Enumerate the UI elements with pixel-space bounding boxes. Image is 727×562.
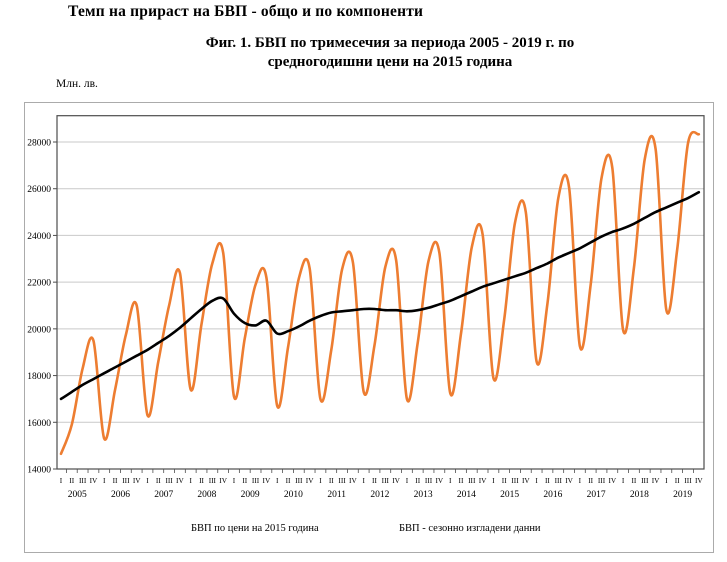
year-label: 2015 [500, 490, 519, 500]
quarter-label: I [146, 476, 149, 485]
quarter-label: III [252, 476, 260, 485]
quarter-label: I [60, 476, 63, 485]
year-label: 2008 [197, 490, 216, 500]
y-axis-label: 14000 [27, 466, 51, 476]
year-label: 2017 [587, 490, 606, 500]
gdp-line-chart: 14000 16000 18000 20000 22000 24000 26000 28000… [27, 115, 705, 500]
quarter-label: II [372, 476, 377, 485]
quarter-label: IV [435, 476, 443, 485]
quarter-label: I [362, 476, 365, 485]
quarter-label: IV [306, 476, 314, 485]
quarter-label: III [641, 476, 649, 485]
quarter-label: II [588, 476, 593, 485]
quarter-label: I [190, 476, 193, 485]
quarter-label: I [535, 476, 538, 485]
quarter-label: III [209, 476, 217, 485]
quarter-label: I [406, 476, 409, 485]
quarter-label: II [69, 476, 74, 485]
plot-border [56, 115, 705, 470]
year-label: 2011 [327, 490, 346, 500]
quarter-label: III [425, 476, 433, 485]
quarter-label: I [319, 476, 322, 485]
year-label: 2007 [154, 490, 173, 500]
quarter-label: I [622, 476, 625, 485]
year-label: 2012 [370, 490, 389, 500]
y-axis-label: 26000 [27, 185, 51, 195]
quarter-label: II [675, 476, 680, 485]
year-label: 2014 [457, 490, 476, 500]
quarter-label: III [382, 476, 390, 485]
quarter-label: IV [652, 476, 660, 485]
y-axis-label: 18000 [27, 372, 51, 382]
quarter-label: I [665, 476, 668, 485]
quarter-label: I [579, 476, 582, 485]
quarter-label: III [165, 476, 173, 485]
y-axis-label: 20000 [27, 325, 51, 335]
quarter-label: II [286, 476, 291, 485]
quarter-label: IV [522, 476, 530, 485]
quarter-label: III [79, 476, 87, 485]
quarter-label: IV [608, 476, 616, 485]
quarter-label: IV [349, 476, 357, 485]
quarter-label: IV [219, 476, 227, 485]
figure-title-line1: Фиг. 1. БВП по тримесечия за периода 200… [205, 35, 575, 51]
quarter-label: I [103, 476, 106, 485]
quarter-label: III [684, 476, 692, 485]
year-label: 2005 [68, 490, 87, 500]
quarter-label: III [468, 476, 476, 485]
quarter-label: II [459, 476, 464, 485]
series-gdp-seasonally-adjusted-line [59, 190, 701, 401]
quarter-label: III [555, 476, 563, 485]
year-label: 2013 [414, 490, 433, 500]
year-label: 2006 [111, 490, 130, 500]
quarter-label: I [492, 476, 495, 485]
quarter-label: II [156, 476, 161, 485]
y-axis-label: 16000 [27, 419, 51, 429]
year-label: 2019 [673, 490, 692, 500]
year-label: 2009 [241, 490, 260, 500]
figure-title: Фиг. 1. БВП по тримесечия за периода 200… [60, 34, 720, 72]
quarter-label: IV [565, 476, 573, 485]
quarter-label: IV [392, 476, 400, 485]
chart-outer-box: 14000 16000 18000 20000 22000 24000 26000 28000… [24, 102, 714, 553]
quarter-label: IV [263, 476, 271, 485]
quarter-label: III [338, 476, 346, 485]
figure-title-line2: средногодишни цени на 2015 година [267, 54, 513, 70]
year-label: 2016 [543, 490, 562, 500]
legend-item-gdp-2015-prices: БВП по цени на 2015 година [191, 523, 319, 534]
quarter-label: II [415, 476, 420, 485]
year-label: 2018 [630, 490, 649, 500]
quarter-label: IV [133, 476, 141, 485]
quarter-label: II [631, 476, 636, 485]
quarter-label: IV [176, 476, 184, 485]
quarter-label: I [276, 476, 279, 485]
quarter-label: I [233, 476, 236, 485]
y-axis-label: 28000 [27, 139, 51, 149]
series-gdp-2015-prices-line [59, 130, 701, 456]
year-label: 2010 [284, 490, 303, 500]
quarter-label: I [449, 476, 452, 485]
quarter-label: II [502, 476, 507, 485]
y-axis-unit-label: Млн. лв. [56, 78, 98, 90]
legend-item-gdp-seasonally-adjusted: БВП - сезонно изгладени данни [399, 523, 541, 534]
quarter-label: III [122, 476, 130, 485]
quarter-label: III [295, 476, 303, 485]
quarter-label: III [511, 476, 519, 485]
quarter-label: II [113, 476, 118, 485]
quarter-label: II [329, 476, 334, 485]
quarter-label: III [598, 476, 606, 485]
quarter-label: II [199, 476, 204, 485]
quarter-label: IV [90, 476, 98, 485]
quarter-label: IV [695, 476, 703, 485]
y-axis-label: 24000 [27, 232, 51, 242]
quarter-label: II [545, 476, 550, 485]
quarter-label: IV [479, 476, 487, 485]
y-axis-label: 22000 [27, 279, 51, 289]
page-title: Темп на прираст на БВП - общо и по компо… [68, 3, 424, 20]
quarter-label: II [242, 476, 247, 485]
